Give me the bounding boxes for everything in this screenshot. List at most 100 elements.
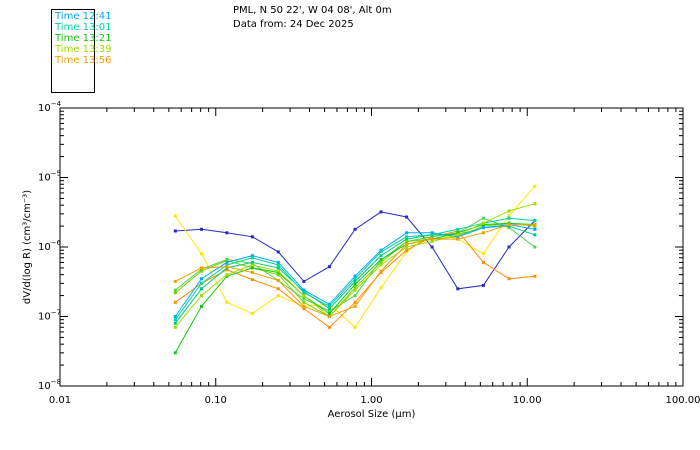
series-point	[200, 269, 203, 273]
series-point	[173, 214, 177, 218]
series-point	[405, 240, 409, 243]
series-point	[481, 252, 485, 256]
series-point	[481, 221, 485, 225]
series-line-10	[174, 203, 536, 328]
series-point	[276, 250, 280, 254]
series-point	[302, 279, 306, 283]
series-point	[456, 229, 460, 233]
series-point	[225, 263, 229, 267]
series-point	[327, 304, 331, 308]
legend-box	[51, 9, 95, 93]
series-point	[173, 291, 177, 295]
series-point	[276, 273, 280, 277]
series-point	[225, 259, 229, 262]
series-point	[379, 210, 383, 214]
series-point	[225, 300, 229, 304]
series-point	[456, 233, 460, 237]
series-point	[405, 245, 409, 249]
legend-item-1241: Time 12:41	[55, 11, 112, 22]
series-point	[533, 184, 537, 188]
series-point	[430, 237, 434, 241]
series-point	[405, 231, 409, 235]
series-point	[533, 202, 537, 206]
series-point	[430, 231, 434, 235]
series-point	[533, 219, 537, 223]
series-point	[250, 263, 254, 267]
x-tick-label: 100.00	[666, 395, 700, 406]
series-point	[481, 260, 485, 264]
series-point	[225, 231, 229, 235]
series-point	[327, 265, 331, 269]
series-point	[302, 304, 306, 308]
y-axis-title: dV/d(log R) (cm³/cm⁻³)	[22, 190, 33, 304]
series-point	[276, 294, 280, 298]
series-point	[250, 254, 254, 258]
x-tick-label: 1.00	[360, 395, 382, 406]
series-point	[379, 269, 383, 273]
series-point	[302, 300, 306, 304]
x-axis-title: Aerosol Size (µm)	[328, 409, 416, 420]
series-point	[507, 209, 511, 213]
series-point	[302, 294, 306, 298]
series-point	[481, 226, 485, 230]
series-point	[250, 260, 254, 264]
series-point	[379, 258, 383, 261]
series-point	[533, 223, 537, 227]
x-tick-label: 0.10	[205, 395, 227, 406]
series-point	[327, 307, 331, 311]
series-point	[353, 274, 357, 278]
y-tick-label: 10−8	[38, 378, 61, 392]
series-point	[533, 227, 537, 231]
location-header: PML, N 50 22', W 04 08', Alt 0m	[233, 5, 392, 16]
series-point	[276, 287, 280, 291]
series-point	[302, 307, 306, 311]
series-point	[456, 227, 460, 231]
series-point	[430, 233, 434, 237]
series-point	[250, 312, 254, 316]
legend-item-1339: Time 13:39	[55, 44, 112, 55]
series-point	[173, 279, 177, 283]
series-point	[276, 266, 280, 270]
series-point	[250, 266, 254, 270]
series-point	[405, 235, 409, 239]
series-point	[276, 263, 280, 267]
data-date-header: Data from: 24 Dec 2025	[233, 19, 354, 30]
series-point	[173, 318, 177, 322]
series-point	[507, 216, 511, 220]
y-tick-label: 10−6	[38, 239, 62, 253]
series-point	[481, 216, 485, 220]
series-point	[302, 288, 306, 292]
series-point	[302, 291, 306, 295]
series-point	[276, 260, 280, 264]
x-tick-label: 10.00	[513, 395, 542, 406]
x-tick-label: 0.01	[49, 395, 71, 406]
series-point	[250, 235, 254, 239]
series-point	[353, 282, 357, 286]
series-point	[276, 279, 280, 282]
series-point	[173, 325, 177, 329]
series-point	[430, 240, 434, 243]
series-point	[405, 237, 409, 241]
series-point	[327, 325, 331, 329]
series-point	[327, 309, 331, 313]
series-point	[276, 269, 280, 273]
series-point	[430, 235, 434, 239]
series-point	[507, 223, 511, 227]
series-point	[379, 250, 383, 254]
series-point	[225, 273, 229, 277]
y-tick-label: 10−4	[38, 100, 62, 114]
series-point	[173, 315, 177, 318]
series-point	[456, 237, 460, 241]
series-point	[353, 286, 357, 290]
series-point	[327, 312, 331, 316]
series-point	[379, 286, 383, 290]
series-point	[353, 288, 357, 292]
series-point	[353, 304, 357, 308]
series-point	[379, 248, 383, 252]
series-point	[507, 277, 511, 281]
series-point	[353, 277, 357, 281]
ticks-layer	[59, 108, 683, 387]
series-point	[405, 242, 409, 246]
series-point	[353, 279, 357, 283]
series-point	[173, 229, 177, 233]
